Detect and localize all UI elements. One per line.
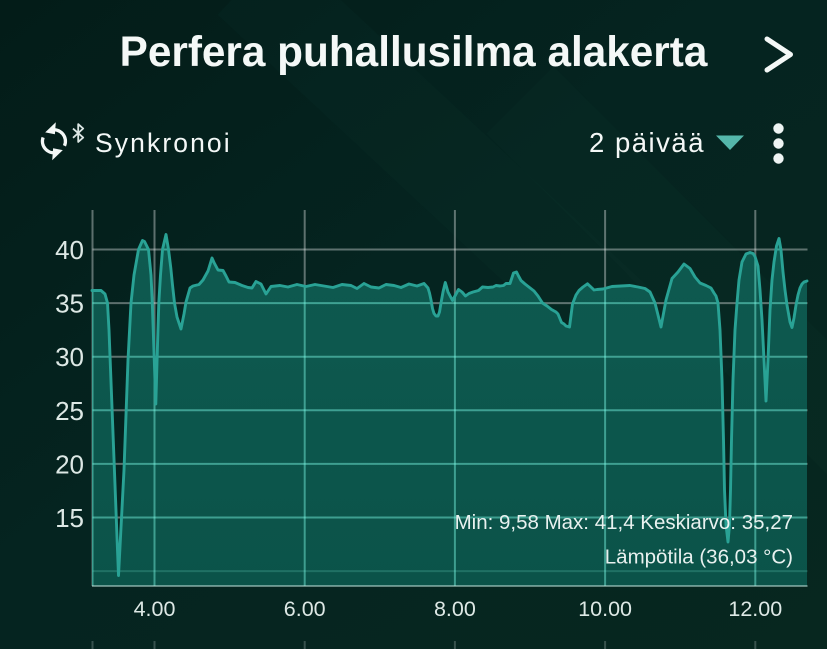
svg-text:6.00: 6.00	[284, 597, 326, 621]
svg-text:30: 30	[55, 342, 84, 372]
svg-text:8.00: 8.00	[434, 597, 476, 621]
svg-text:4.00: 4.00	[134, 597, 176, 621]
svg-text:Synkronoi: Synkronoi	[95, 128, 232, 158]
svg-text:25: 25	[55, 396, 84, 426]
svg-text:40: 40	[55, 235, 84, 265]
svg-text:Min: 9,58 Max: 41,4 Keskiarvo:: Min: 9,58 Max: 41,4 Keskiarvo: 35,27	[455, 511, 793, 534]
svg-text:15: 15	[55, 503, 84, 533]
svg-text:10.00: 10.00	[578, 597, 632, 621]
svg-text:20: 20	[55, 449, 84, 479]
svg-text:Perfera puhallusilma alakerta: Perfera puhallusilma alakerta	[120, 28, 708, 75]
svg-text:35: 35	[55, 289, 84, 319]
svg-text:2 päivää: 2 päivää	[589, 127, 705, 158]
svg-text:12.00: 12.00	[728, 597, 782, 621]
svg-text:Lämpötila (36,03 °C): Lämpötila (36,03 °C)	[605, 546, 793, 569]
